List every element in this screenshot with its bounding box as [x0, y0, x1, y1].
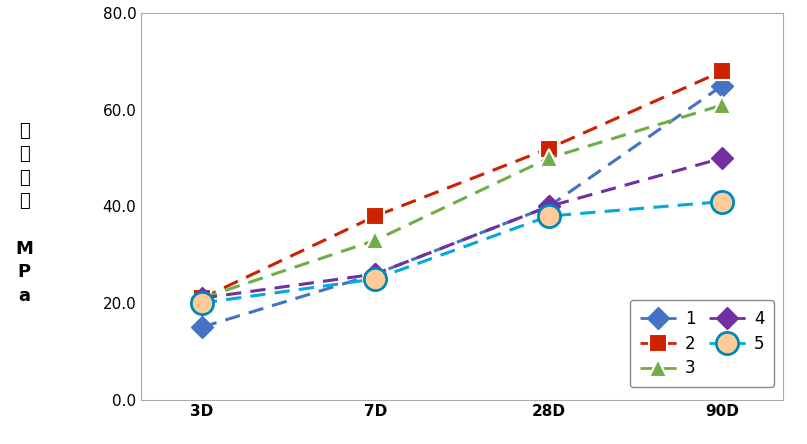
Line: 4: 4	[194, 151, 730, 306]
5	[717, 199, 727, 204]
2	[370, 214, 380, 219]
Line: 2: 2	[193, 62, 731, 307]
3	[197, 296, 207, 301]
Text: 압
축
강
도

M
P
a: 압 축 강 도 M P a	[15, 122, 33, 305]
1	[544, 204, 554, 209]
4	[544, 204, 554, 209]
1	[717, 83, 727, 88]
5	[370, 276, 380, 281]
1	[197, 325, 207, 330]
Line: 3: 3	[193, 96, 731, 307]
3	[544, 155, 554, 161]
3	[370, 238, 380, 243]
4	[197, 296, 207, 301]
1	[370, 271, 380, 277]
5	[197, 300, 207, 305]
Legend: 1, 2, 3, 4, 5: 1, 2, 3, 4, 5	[630, 300, 775, 388]
2	[717, 68, 727, 74]
3	[717, 103, 727, 108]
Line: 1: 1	[194, 78, 730, 335]
2	[544, 146, 554, 151]
4	[370, 271, 380, 277]
5	[544, 214, 554, 219]
4	[717, 155, 727, 161]
Line: 5: 5	[190, 190, 734, 314]
2	[197, 296, 207, 301]
